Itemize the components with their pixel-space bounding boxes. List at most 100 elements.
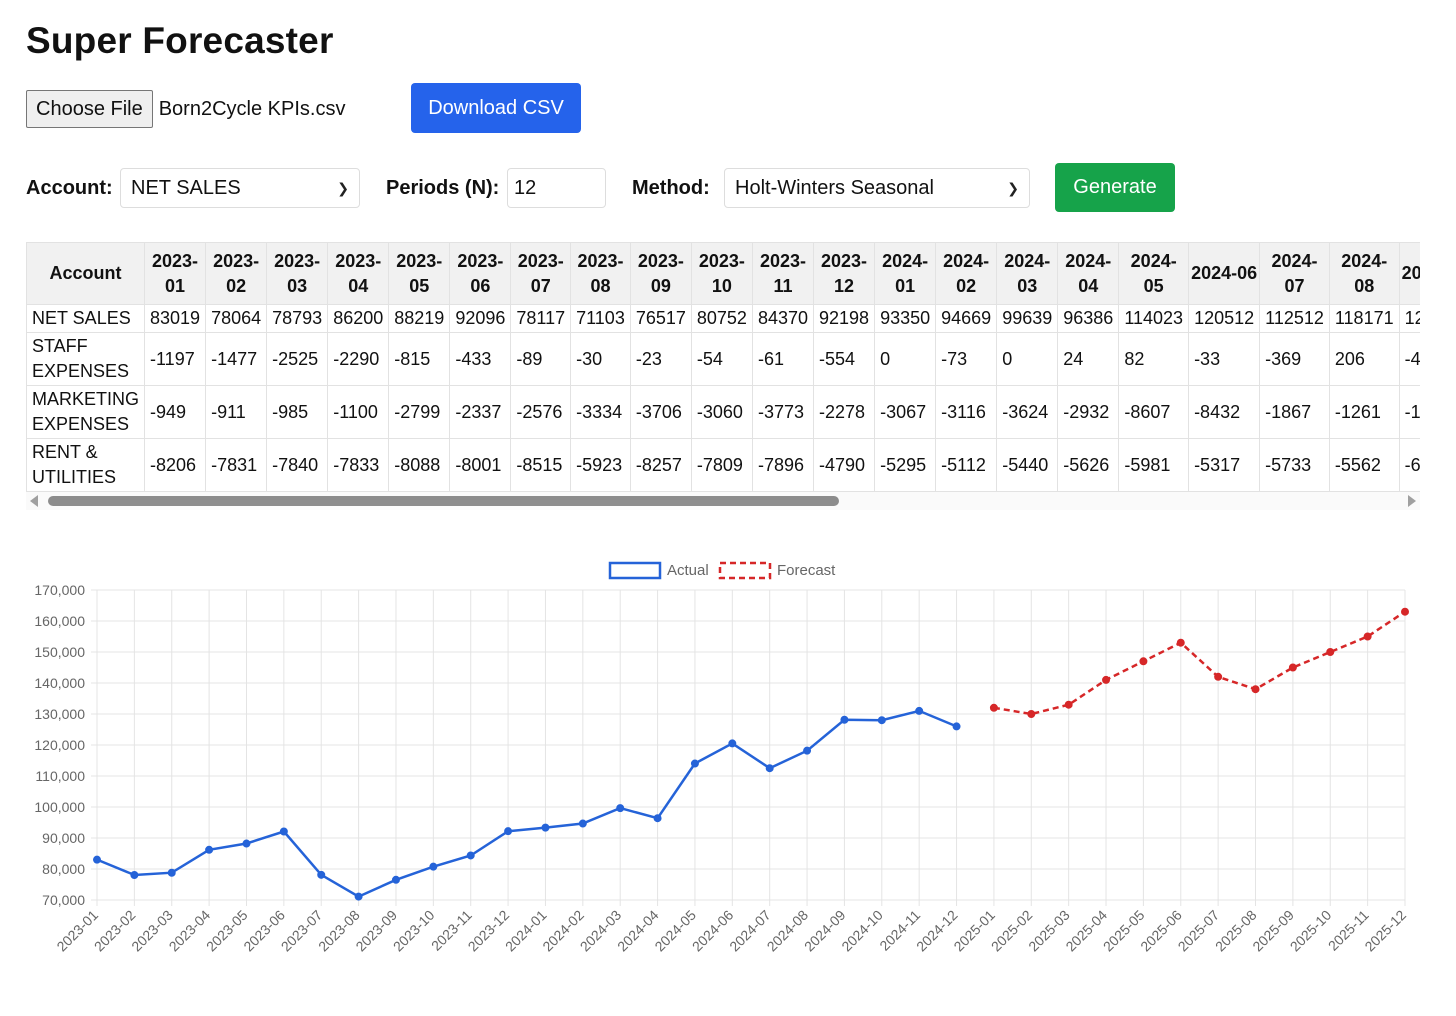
data-point	[541, 823, 550, 832]
table-cell: -8432	[1188, 385, 1261, 439]
y-tick-label: 150,000	[34, 644, 85, 660]
table-cell: 76517	[629, 304, 692, 333]
table-cell: -30	[570, 332, 631, 386]
data-point	[989, 703, 998, 712]
file-upload: Choose File Born2Cycle KPIs.csv	[26, 90, 345, 128]
table-cell: 82	[1118, 332, 1190, 386]
table-cell: -2278	[813, 385, 876, 439]
column-header: 2023-04	[327, 242, 390, 305]
data-point	[1251, 685, 1260, 694]
scrollbar-thumb[interactable]	[48, 496, 839, 506]
data-point	[167, 868, 176, 877]
table-cell: -5981	[1118, 438, 1190, 492]
column-header: 2024-03	[996, 242, 1059, 305]
data-table-container[interactable]: Account 2023-01 2023-02 2023-03 2023-04 2023-…	[26, 242, 1420, 492]
x-tick-label: 2025-12	[1361, 907, 1409, 955]
table-row: STAFF EXPENSES -1197 -1477 -2525 -2290 -815 -4…	[26, 332, 1420, 386]
table-cell: -23	[629, 332, 692, 386]
forecast-chart: 70,000 80,000 90,000 100,000 110,000 120,000 1…	[34, 561, 1409, 955]
column-header: 2023-07	[510, 242, 572, 305]
table-cell: -444	[1398, 332, 1420, 386]
download-csv-button[interactable]: Download CSV	[411, 83, 581, 133]
table-cell: 128143	[1398, 304, 1420, 333]
table-cell: 0	[874, 332, 937, 386]
table-cell: 88219	[388, 304, 451, 333]
table-cell: 80752	[690, 304, 753, 333]
legend-label: Forecast	[777, 562, 836, 579]
method-select[interactable]: Holt-Winters Seasonal ❯	[724, 168, 1030, 208]
table-cell: -911	[205, 385, 268, 439]
data-point	[803, 746, 812, 755]
table-cell: -5923	[570, 438, 631, 492]
table-cell: -7809	[690, 438, 753, 492]
table-cell: -5626	[1057, 438, 1120, 492]
table-cell: -1261	[1328, 385, 1400, 439]
table-cell: 99639	[996, 304, 1059, 333]
column-header: 2024-06	[1188, 242, 1261, 305]
table-cell: -7896	[751, 438, 815, 492]
column-header: 2023-01	[144, 242, 207, 305]
data-point	[952, 722, 961, 731]
choose-file-button[interactable]: Choose File	[26, 90, 153, 128]
table-cell: -1197	[144, 332, 207, 386]
table-cell: -7840	[266, 438, 329, 492]
scroll-right-arrow-icon[interactable]	[1408, 495, 1416, 507]
selected-file-name: Born2Cycle KPIs.csv	[158, 97, 346, 120]
method-select-value: Holt-Winters Seasonal	[735, 176, 934, 199]
y-tick-label: 70,000	[42, 892, 85, 908]
table-cell: -3060	[690, 385, 753, 439]
page-title: Super Forecaster	[26, 20, 334, 61]
table-cell: 92096	[449, 304, 512, 333]
chevron-down-icon: ❯	[1007, 179, 1019, 196]
generate-button[interactable]: Generate	[1055, 163, 1175, 212]
scroll-left-arrow-icon[interactable]	[30, 495, 38, 507]
table-cell: 118171	[1328, 304, 1400, 333]
x-tick-label: 2024-10	[838, 907, 886, 955]
controls-bar: Account: NET SALES ❯ Periods (N): 12 Met…	[26, 163, 1226, 213]
data-point	[877, 716, 886, 725]
data-point	[690, 759, 699, 768]
table-cell: -5733	[1259, 438, 1330, 492]
data-point	[354, 892, 363, 901]
horizontal-scrollbar[interactable]	[26, 492, 1420, 510]
table-cell: -815	[388, 332, 451, 386]
periods-label: Periods (N):	[386, 177, 500, 199]
table-cell: 94669	[935, 304, 998, 333]
column-header: 2024-02	[935, 242, 998, 305]
y-tick-label: 170,000	[34, 582, 85, 598]
y-tick-label: 80,000	[42, 861, 85, 877]
table-cell: -2799	[388, 385, 451, 439]
table-cell: -5440	[996, 438, 1059, 492]
table-cell: -3067	[874, 385, 937, 439]
table-cell: -985	[266, 385, 329, 439]
data-point	[429, 862, 438, 871]
account-select[interactable]: NET SALES ❯	[120, 168, 360, 208]
table-cell: 112512	[1259, 304, 1330, 333]
table-cell: -7833	[327, 438, 390, 492]
table-cell: 0	[996, 332, 1059, 386]
data-point	[1288, 663, 1297, 672]
table-cell: -33	[1188, 332, 1261, 386]
table-cell: -5295	[874, 438, 937, 492]
data-point	[578, 819, 587, 828]
column-header: 2023-09	[629, 242, 692, 305]
legend-swatch	[608, 561, 662, 580]
data-point	[130, 871, 139, 880]
table-cell: -554	[813, 332, 876, 386]
table-cell: 86200	[327, 304, 390, 333]
table-cell: 114023	[1118, 304, 1190, 333]
table-cell: -4790	[813, 438, 876, 492]
table-cell: -5562	[1328, 438, 1400, 492]
y-tick-label: 130,000	[34, 706, 85, 722]
data-point	[1064, 700, 1073, 709]
table-cell: -1311	[1398, 385, 1420, 439]
series-line-actual	[96, 709, 957, 899]
row-account-name: MARKETING EXPENSES	[26, 385, 146, 439]
table-cell: -3624	[996, 385, 1059, 439]
y-tick-label: 100,000	[34, 799, 85, 815]
data-point	[1176, 638, 1185, 647]
y-tick-label: 160,000	[34, 613, 85, 629]
periods-input[interactable]: 12	[507, 168, 606, 208]
table-cell: -3334	[570, 385, 631, 439]
column-header: 2024-09	[1398, 242, 1420, 305]
